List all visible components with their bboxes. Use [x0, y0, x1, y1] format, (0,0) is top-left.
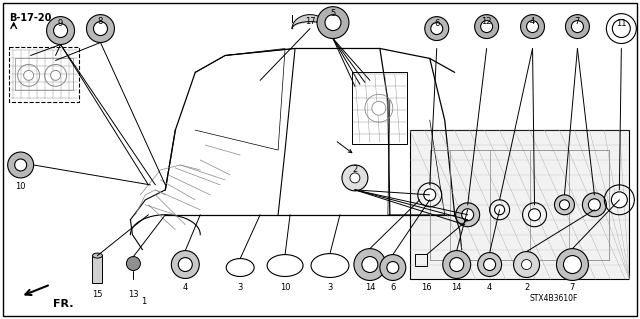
Circle shape [554, 195, 575, 215]
Circle shape [477, 253, 502, 277]
Circle shape [54, 24, 68, 38]
Circle shape [15, 159, 27, 171]
Circle shape [588, 199, 600, 211]
Circle shape [557, 249, 588, 280]
Bar [352, 72, 407, 144]
Text: STX4B3610F: STX4B3610F [529, 294, 578, 303]
Text: B-17-20: B-17-20 [9, 13, 51, 23]
Text: 11: 11 [616, 19, 627, 28]
Circle shape [172, 251, 199, 278]
Circle shape [481, 21, 493, 33]
Circle shape [475, 15, 499, 39]
Circle shape [317, 7, 349, 39]
Circle shape [425, 17, 449, 41]
Circle shape [179, 257, 192, 271]
Text: 4: 4 [182, 284, 188, 293]
Circle shape [8, 152, 34, 178]
Text: 7: 7 [570, 284, 575, 293]
Circle shape [559, 200, 570, 210]
Text: 12: 12 [481, 17, 492, 26]
Text: 16: 16 [422, 284, 432, 293]
Text: 2: 2 [524, 284, 529, 293]
Bar [9, 48, 79, 102]
Circle shape [51, 70, 61, 80]
Circle shape [350, 173, 360, 183]
Circle shape [520, 15, 545, 39]
Circle shape [495, 205, 504, 215]
Circle shape [380, 255, 406, 280]
Circle shape [443, 251, 470, 278]
Circle shape [529, 209, 541, 221]
Circle shape [566, 15, 589, 39]
Circle shape [513, 252, 540, 278]
Circle shape [527, 21, 538, 33]
Text: 3: 3 [237, 284, 243, 293]
Text: FR.: FR. [52, 300, 73, 309]
Text: 9: 9 [58, 19, 63, 28]
Circle shape [362, 256, 378, 272]
Text: 6: 6 [434, 19, 440, 28]
Circle shape [611, 192, 627, 208]
Text: 5: 5 [330, 9, 335, 18]
Circle shape [572, 21, 584, 33]
Text: 7: 7 [575, 17, 580, 26]
Text: 13: 13 [128, 290, 139, 300]
Text: 14: 14 [365, 284, 375, 293]
Circle shape [424, 189, 436, 201]
Circle shape [342, 165, 368, 191]
Circle shape [431, 23, 443, 34]
Circle shape [47, 17, 74, 45]
Circle shape [93, 22, 108, 35]
Circle shape [86, 15, 115, 42]
Text: 8: 8 [98, 17, 103, 26]
Text: 3: 3 [327, 284, 333, 293]
Bar [93, 256, 102, 284]
Text: 15: 15 [92, 290, 103, 300]
Circle shape [450, 257, 464, 271]
Circle shape [563, 256, 581, 273]
Text: 4: 4 [530, 17, 535, 26]
Circle shape [582, 193, 606, 217]
Text: 17: 17 [305, 17, 316, 26]
Bar [410, 130, 629, 279]
Circle shape [612, 19, 630, 38]
Circle shape [387, 262, 399, 273]
Circle shape [24, 70, 34, 80]
Circle shape [461, 209, 474, 221]
Text: 10: 10 [280, 284, 291, 293]
Circle shape [354, 249, 386, 280]
Text: 1: 1 [141, 297, 146, 306]
Circle shape [484, 259, 495, 271]
Circle shape [456, 203, 479, 227]
Text: 6: 6 [390, 284, 396, 293]
Text: 4: 4 [487, 284, 492, 293]
Circle shape [522, 260, 532, 270]
Circle shape [372, 101, 386, 115]
Circle shape [325, 15, 341, 31]
Ellipse shape [93, 253, 102, 258]
Text: 10: 10 [15, 182, 26, 191]
Text: 2: 2 [352, 165, 358, 174]
Circle shape [127, 256, 140, 271]
Text: 14: 14 [451, 284, 462, 293]
